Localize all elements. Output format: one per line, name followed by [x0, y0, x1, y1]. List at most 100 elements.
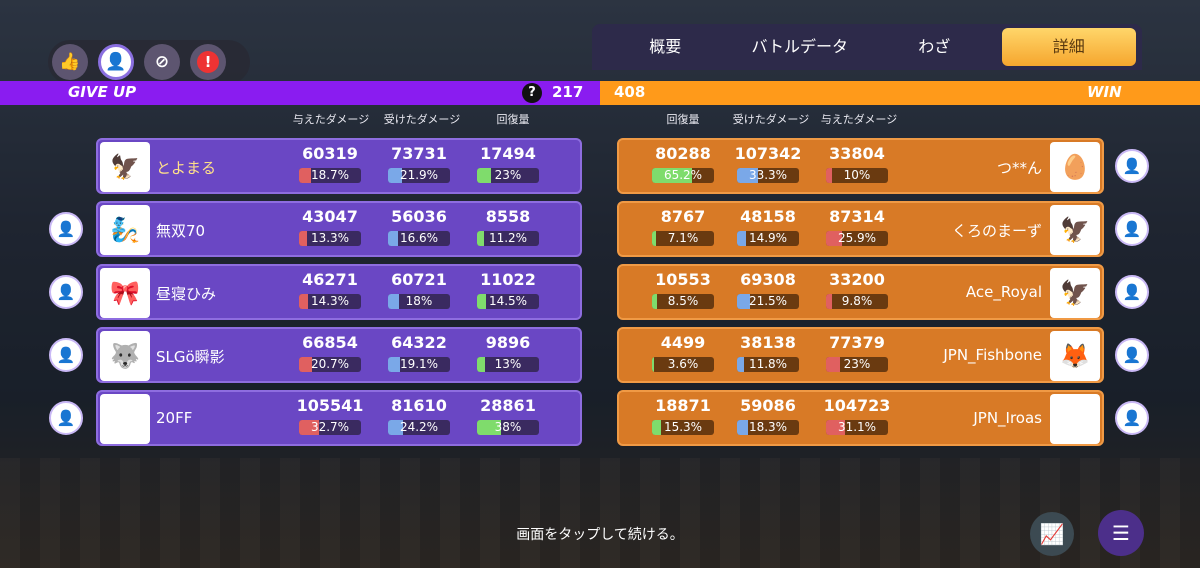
taken-value: 60721	[391, 270, 447, 289]
heal-share-fill	[652, 420, 662, 435]
purple-team-player-row[interactable]: 🎀 昼寝ひみ 46271 14.3% 60721 18% 11022 14.5%	[96, 264, 582, 320]
player-name: SLGö瞬影	[156, 348, 225, 366]
taken-share-bar: 21.5%	[737, 294, 799, 309]
dealt-share-fill	[299, 168, 311, 183]
orange-team-score: 408	[614, 83, 646, 101]
dealt-share-percent: 14.3%	[310, 294, 350, 308]
dealt-share-percent: 20.7%	[310, 357, 350, 371]
block-user-icon[interactable]: ⊘	[144, 44, 180, 80]
heal-share-bar: 13%	[477, 357, 539, 372]
taken-share-percent: 11.8%	[748, 357, 788, 371]
stats-graph-icon[interactable]: 📈	[1030, 512, 1074, 556]
tab-3[interactable]: 詳細	[1001, 28, 1136, 66]
dealt-value: 104723	[823, 396, 891, 415]
orange-team-player-row[interactable]: 🦅 Ace_Royal 10553 8.5% 69308 21.5% 33200 9.8%	[617, 264, 1104, 320]
add-friend-button[interactable]: 👤	[49, 275, 83, 309]
dealt-share-percent: 18.7%	[310, 168, 350, 182]
player-name: Ace_Royal	[965, 283, 1042, 301]
heal-share-percent: 38%	[494, 420, 522, 434]
dealt-share-fill	[826, 231, 843, 246]
dealt-share-bar: 14.3%	[299, 294, 361, 309]
dealt-stat: 43047 13.3%	[294, 207, 366, 246]
purple-team-score-bar: GIVE UP ? 217	[0, 81, 600, 105]
pokemon-avatar: 🦅	[1050, 268, 1100, 318]
left-column-header: 受けたダメージ	[383, 113, 461, 126]
dealt-value: 66854	[302, 333, 358, 352]
dealt-share-percent: 13.3%	[310, 231, 350, 245]
taken-share-bar: 21.9%	[388, 168, 450, 183]
taken-share-percent: 21.5%	[748, 294, 788, 308]
taken-share-percent: 18.3%	[748, 420, 788, 434]
add-friend-icon[interactable]: 👤	[98, 44, 134, 80]
purple-team-player-row[interactable]: 🐺 SLGö瞬影 66854 20.7% 64322 19.1% 9896 13%	[96, 327, 582, 383]
heal-value: 4499	[660, 333, 706, 352]
taken-share-percent: 33.3%	[748, 168, 788, 182]
add-friend-button[interactable]: 👤	[1115, 212, 1149, 246]
help-icon[interactable]: ?	[522, 83, 542, 103]
heal-stat: 8767 7.1%	[647, 207, 719, 246]
menu-list-icon[interactable]: ☰	[1098, 510, 1144, 556]
add-friend-button[interactable]: 👤	[49, 401, 83, 435]
dealt-share-fill	[826, 168, 833, 183]
heal-share-bar: 11.2%	[477, 231, 539, 246]
dealt-share-fill	[826, 294, 833, 309]
pokemon-avatar: 🧞	[100, 205, 150, 255]
orange-team-player-row[interactable]: 🦅 くろのまーず 8767 7.1% 48158 14.9% 87314 25.9%	[617, 201, 1104, 257]
player-name: 昼寝ひみ	[156, 285, 217, 303]
heal-share-percent: 13%	[494, 357, 522, 371]
orange-team-player-row[interactable]: 🕊 JPN_Iroas 18871 15.3% 59086 18.3% 104723 31.1…	[617, 390, 1104, 446]
dealt-stat: 104723 31.1%	[821, 396, 893, 435]
heal-value: 28861	[480, 396, 536, 415]
orange-team-player-row[interactable]: 🥚 つ**ん 80288 65.2% 107342 33.3% 33804 10%	[617, 138, 1104, 194]
player-name: 無双70	[156, 222, 206, 240]
dealt-stat: 60319 18.7%	[294, 144, 366, 183]
heal-value: 8558	[485, 207, 531, 226]
taken-share-fill	[388, 294, 400, 309]
dealt-stat: 105541 32.7%	[294, 396, 366, 435]
orange-team-player-row[interactable]: 🦊 JPN_Fishbone 4499 3.6% 38138 11.8% 77379 23%	[617, 327, 1104, 383]
dealt-share-bar: 20.7%	[299, 357, 361, 372]
pokemon-avatar: 🥚	[1050, 142, 1100, 192]
heal-share-bar: 15.3%	[652, 420, 714, 435]
add-friend-button[interactable]: 👤	[1115, 275, 1149, 309]
add-friend-button[interactable]: 👤	[1115, 401, 1149, 435]
add-friend-button[interactable]: 👤	[1115, 338, 1149, 372]
tab-0[interactable]: 概要	[649, 37, 682, 56]
tab-bar: 概要 バトルデータ わざ 詳細	[592, 24, 1142, 70]
pokemon-avatar: 🎀	[100, 268, 150, 318]
dealt-share-percent: 10%	[843, 168, 871, 182]
add-friend-button[interactable]: 👤	[49, 338, 83, 372]
add-friend-button[interactable]: 👤	[1115, 149, 1149, 183]
taken-share-percent: 16.6%	[399, 231, 439, 245]
heal-share-bar: 7.1%	[652, 231, 714, 246]
thumbs-up-icon[interactable]: 👍	[52, 44, 88, 80]
taken-stat: 81610 24.2%	[383, 396, 455, 435]
right-column-header: 与えたダメージ	[820, 113, 898, 126]
tab-1[interactable]: バトルデータ	[751, 37, 848, 56]
heal-stat: 9896 13%	[472, 333, 544, 372]
dealt-share-fill	[299, 231, 308, 246]
taken-stat: 64322 19.1%	[383, 333, 455, 372]
dealt-value: 33200	[829, 270, 885, 289]
player-name: つ**ん	[996, 159, 1042, 177]
purple-team-player-row[interactable]: 🕊 20FF 105541 32.7% 81610 24.2% 28861 38%	[96, 390, 582, 446]
player-name: くろのまーず	[951, 222, 1042, 240]
heal-value: 8767	[660, 207, 706, 226]
report-icon[interactable]: !	[190, 44, 226, 80]
purple-team-player-row[interactable]: 🦅 とよまる 60319 18.7% 73731 21.9% 17494 23%	[96, 138, 582, 194]
dealt-stat: 33200 9.8%	[821, 270, 893, 309]
tap-to-continue-prompt[interactable]: 画面をタップして続ける。	[516, 527, 684, 543]
dealt-share-bar: 25.9%	[826, 231, 888, 246]
tab-2[interactable]: わざ	[918, 37, 951, 56]
dealt-share-percent: 9.8%	[841, 294, 873, 308]
taken-stat: 38138 11.8%	[732, 333, 804, 372]
dealt-share-fill	[299, 294, 308, 309]
player-name: JPN_Iroas	[973, 409, 1042, 427]
dealt-share-fill	[299, 357, 312, 372]
pokemon-avatar: 🕊	[1050, 394, 1100, 444]
taken-share-fill	[737, 357, 745, 372]
taken-value: 107342	[734, 144, 802, 163]
purple-team-player-row[interactable]: 🧞 無双70 43047 13.3% 56036 16.6% 8558 11.2%	[96, 201, 582, 257]
add-friend-button[interactable]: 👤	[49, 212, 83, 246]
heal-stat: 11022 14.5%	[472, 270, 544, 309]
